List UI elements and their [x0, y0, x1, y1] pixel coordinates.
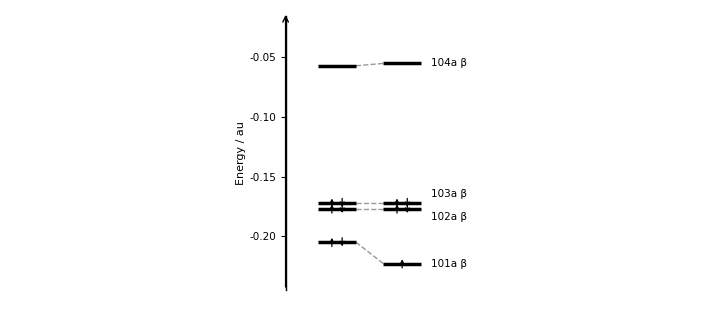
Text: 104a β: 104a β: [431, 58, 467, 68]
Text: 101a β: 101a β: [431, 259, 467, 269]
Y-axis label: Energy / au: Energy / au: [236, 121, 246, 185]
Text: 103a β: 103a β: [431, 189, 467, 199]
Text: 102a β: 102a β: [431, 212, 467, 222]
